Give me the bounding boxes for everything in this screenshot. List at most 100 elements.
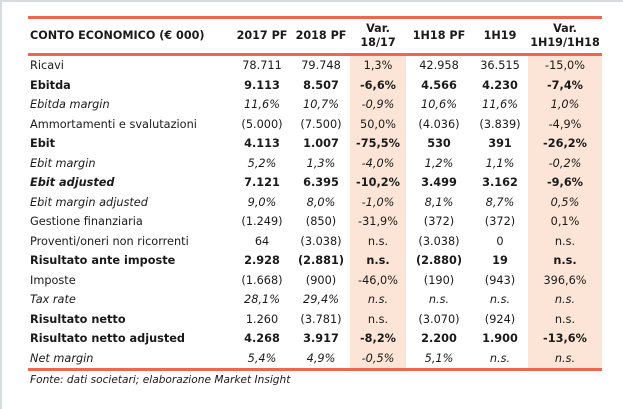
- table-row: Ebit adjusted 7.121 6.395 -10,2% 3.499 3.162-…: [28, 173, 602, 193]
- cell-2018pf: (3.781): [300, 312, 342, 326]
- row-label: Ricavi: [30, 59, 64, 73]
- row-label: Ebitda: [30, 78, 71, 92]
- cell-2018pf: 8,0%: [306, 195, 336, 209]
- table-row: Net margin 5,4% 4,9% -0,5% 5,1% n.s. n.s.: [28, 348, 602, 370]
- table-row: Risultato netto 1.260 (3.781) n.s. (3.070) (9…: [28, 309, 602, 329]
- cell-2018pf: (850): [305, 215, 337, 229]
- table-row: Ebit 4.113 1.007 -75,5% 530 391 -26,2%: [28, 134, 602, 154]
- cell-var-1h19-1h18: n.s.: [528, 251, 602, 271]
- cell-2018pf: 1,3%: [306, 156, 336, 170]
- table-row: Risultato netto adjusted 4.268 3.917 -8,2% 2…: [28, 329, 602, 349]
- cell-2017pf: 64: [254, 234, 270, 248]
- table-row: Ebit margin 5,2% 1,3% -4,0% 1,2% 1,1% -0,2%: [28, 153, 602, 173]
- cell-2017pf: 7.121: [244, 176, 280, 190]
- header-row: CONTO ECONOMICO (€ 000) 2017 PF 2018 PF …: [28, 17, 602, 55]
- cell-1h19: n.s.: [489, 293, 511, 307]
- table-row: Imposte (1.668) (900) -46,0% (190) (943) 396,6…: [28, 270, 602, 290]
- cell-2018pf: 1.007: [303, 137, 339, 151]
- cell-1h19: (924): [484, 312, 516, 326]
- cell-var-1h19-1h18: 1,0%: [528, 95, 602, 115]
- cell-2018pf: (7.500): [300, 117, 342, 131]
- cell-1h18pf: (3.038): [418, 234, 460, 248]
- row-label: Ebit adjusted: [30, 176, 115, 190]
- cell-2018pf: (2.881): [297, 254, 345, 268]
- cell-2018pf: 3.917: [303, 332, 339, 346]
- table-row: Proventi/oneri non ricorrenti 64 (3.038) n.…: [28, 231, 602, 251]
- cell-var-1h19-1h18: n.s.: [528, 309, 602, 329]
- cell-var-1h19-1h18: 0,1%: [528, 212, 602, 232]
- cell-1h18pf: n.s.: [428, 293, 450, 307]
- cell-1h19: 391: [488, 137, 512, 151]
- header-2018pf: 2018 PF: [295, 29, 347, 42]
- cell-var-1h19-1h18: -13,6%: [528, 329, 602, 349]
- row-label: Risultato netto: [30, 312, 126, 326]
- cell-1h18pf: (2.880): [415, 254, 463, 268]
- cell-2017pf: 28,1%: [244, 293, 280, 307]
- cell-var-18-17: n.s.: [350, 251, 406, 271]
- header-var-1h19-1h18: Var. 1H19/1H18: [528, 18, 602, 55]
- header-var-label: Var.: [553, 22, 577, 35]
- cell-1h19: (372): [484, 215, 516, 229]
- cell-1h18pf: 5,1%: [424, 351, 454, 365]
- header-var-18-17: Var. 18/17: [350, 18, 406, 55]
- table-row: Ammortamenti e svalutazioni (5.000) (7.500…: [28, 114, 602, 134]
- header-var-period: 1H19/1H18: [530, 36, 600, 49]
- cell-var-18-17: -4,0%: [350, 153, 406, 173]
- row-label: Risultato netto adjusted: [30, 332, 186, 346]
- cell-2017pf: 9.113: [244, 78, 280, 92]
- header-1h19: 1H19: [483, 29, 517, 42]
- cell-2017pf: 11,6%: [244, 98, 280, 112]
- cell-var-18-17: -0,9%: [350, 95, 406, 115]
- cell-var-18-17: -8,2%: [350, 329, 406, 349]
- cell-2017pf: 2.928: [244, 254, 280, 268]
- cell-2017pf: (1.668): [241, 273, 283, 287]
- frame-border-left: [0, 0, 2, 409]
- cell-1h19: 0: [496, 234, 504, 248]
- header-var-label: Var.: [366, 22, 390, 35]
- cell-1h19: 8,7%: [485, 195, 515, 209]
- cell-2017pf: (5.000): [241, 117, 283, 131]
- row-label: Gestione finanziaria: [30, 215, 143, 229]
- cell-1h19: 3.162: [482, 176, 518, 190]
- cell-2018pf: 79.748: [301, 59, 341, 73]
- row-label: Ebit margin: [30, 156, 96, 170]
- cell-1h18pf: 42.958: [419, 59, 459, 73]
- cell-var-18-17: n.s.: [350, 309, 406, 329]
- table-row: Ebitda 9.113 8.507 -6,6% 4.566 4.230 -7,4%: [28, 75, 602, 95]
- cell-var-18-17: -0,5%: [350, 348, 406, 370]
- cell-2018pf: 29,4%: [303, 293, 339, 307]
- cell-2017pf: 4.113: [244, 137, 280, 151]
- income-statement-table: CONTO ECONOMICO (€ 000) 2017 PF 2018 PF …: [28, 16, 602, 371]
- cell-var-18-17: -10,2%: [350, 173, 406, 193]
- cell-2018pf: 4,9%: [306, 351, 336, 365]
- cell-var-18-17: -75,5%: [350, 134, 406, 154]
- row-label: Ebit: [30, 137, 56, 151]
- cell-var-18-17: 50,0%: [350, 114, 406, 134]
- cell-var-18-17: -6,6%: [350, 75, 406, 95]
- cell-var-18-17: 1,3%: [350, 54, 406, 76]
- cell-1h18pf: 8,1%: [424, 195, 454, 209]
- table-row: Risultato ante imposte 2.928 (2.881) n.s. (2…: [28, 251, 602, 271]
- cell-2018pf: 10,7%: [303, 98, 339, 112]
- cell-var-1h19-1h18: -4,9%: [528, 114, 602, 134]
- cell-2017pf: 1.260: [245, 312, 279, 326]
- cell-var-1h19-1h18: -26,2%: [528, 134, 602, 154]
- table-row: Ricavi 78.711 79.748 1,3% 42.958 36.515 -15,0%: [28, 54, 602, 76]
- cell-1h18pf: (372): [423, 215, 455, 229]
- cell-var-1h19-1h18: n.s.: [528, 231, 602, 251]
- cell-var-1h19-1h18: 0,5%: [528, 192, 602, 212]
- row-label: Ammortamenti e svalutazioni: [30, 117, 197, 131]
- cell-1h18pf: (4.036): [418, 117, 460, 131]
- cell-1h19: 1,1%: [485, 156, 515, 170]
- cell-1h18pf: (190): [423, 273, 455, 287]
- cell-2017pf: 9,0%: [247, 195, 277, 209]
- table-row: Ebit margin adjusted 9,0% 8,0% -1,0% 8,1% 8,7…: [28, 192, 602, 212]
- header-2017pf: 2017 PF: [236, 29, 288, 42]
- row-label: Tax rate: [30, 293, 76, 307]
- row-label: Ebit margin adjusted: [30, 195, 148, 209]
- cell-1h18pf: 10,6%: [421, 98, 457, 112]
- cell-1h18pf: 3.499: [421, 176, 457, 190]
- cell-2017pf: 5,2%: [247, 156, 277, 170]
- cell-1h19: n.s.: [489, 351, 511, 365]
- cell-2017pf: 5,4%: [247, 351, 277, 365]
